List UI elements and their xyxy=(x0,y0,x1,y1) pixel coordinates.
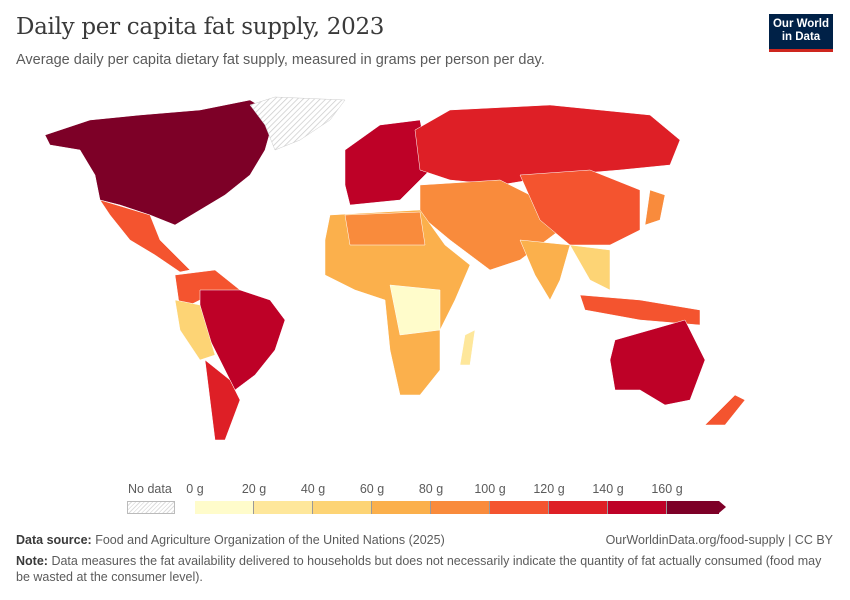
source-url[interactable]: OurWorldinData.org/food-supply | CC BY xyxy=(605,533,833,547)
region-argentina-chile[interactable] xyxy=(204,359,241,441)
region-north-america[interactable] xyxy=(44,99,276,226)
region-greenland[interactable] xyxy=(249,96,346,151)
legend-bin[interactable] xyxy=(372,501,431,514)
legend-tick-label: 40 g xyxy=(300,482,326,496)
legend-bin[interactable] xyxy=(431,501,490,514)
region-central-africa[interactable] xyxy=(389,284,441,336)
data-source: Data source: Food and Agriculture Organi… xyxy=(16,533,445,547)
legend-bin[interactable] xyxy=(195,501,254,514)
owid-logo[interactable]: Our World in Data xyxy=(769,14,833,52)
legend-tick-label: 160 g xyxy=(651,482,683,496)
region-new-zealand[interactable] xyxy=(704,394,746,426)
legend-tick-label: 140 g xyxy=(592,482,624,496)
region-madagascar[interactable] xyxy=(459,329,476,366)
no-data-label: No data xyxy=(128,482,172,496)
legend-tick-label: 20 g xyxy=(241,482,267,496)
legend-bin[interactable] xyxy=(549,501,608,514)
region-southeast-asia[interactable] xyxy=(569,244,611,291)
world-map xyxy=(44,96,746,441)
legend-tick-label: 60 g xyxy=(359,482,385,496)
footnote: Note: Data measures the fat availability… xyxy=(16,554,822,584)
legend-arrow xyxy=(719,501,726,513)
region-china[interactable] xyxy=(519,169,641,246)
region-europe[interactable] xyxy=(344,119,431,206)
legend-bin[interactable] xyxy=(254,501,313,514)
region-japan[interactable] xyxy=(644,189,666,226)
region-russia[interactable] xyxy=(414,104,681,186)
no-data-swatch[interactable] xyxy=(127,501,175,514)
legend-tick-label: 120 g xyxy=(533,482,565,496)
region-north-africa[interactable] xyxy=(344,211,426,246)
legend-tick-label: 80 g xyxy=(418,482,444,496)
legend-tick-label: 100 g xyxy=(474,482,506,496)
legend-bin[interactable] xyxy=(667,501,719,514)
legend-bin[interactable] xyxy=(313,501,372,514)
chart-subtitle: Average daily per capita dietary fat sup… xyxy=(16,52,545,68)
region-australia[interactable] xyxy=(609,319,706,406)
region-india[interactable] xyxy=(519,239,571,301)
legend-tick-label: 0 g xyxy=(186,482,204,496)
region-indonesia[interactable] xyxy=(579,294,701,326)
legend-bin[interactable] xyxy=(490,501,549,514)
region-mexico-central-america[interactable] xyxy=(99,199,191,273)
color-legend: No data 0 g 20 g 40 g 60 g 80 g 100 g 120 g 140… xyxy=(0,478,850,518)
chart-title: Daily per capita fat supply, 2023 xyxy=(16,14,385,40)
region-andes[interactable] xyxy=(174,299,216,361)
legend-bin[interactable] xyxy=(608,501,667,514)
